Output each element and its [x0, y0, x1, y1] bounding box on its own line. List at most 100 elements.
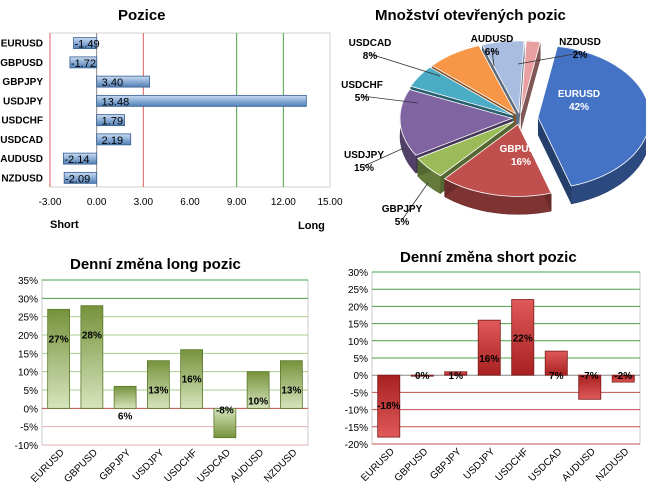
- pie-label-name: AUDUSD: [471, 34, 514, 45]
- pie-label-value: 8%: [363, 51, 378, 62]
- pie-label-name: USDCAD: [349, 38, 392, 49]
- short-ytick-label: -15%: [345, 423, 368, 434]
- long-category-label: USDCAD: [195, 447, 233, 485]
- short-category-label: NZDUSD: [594, 446, 631, 483]
- pozice-bar-nzdusd: [63, 171, 98, 184]
- short-category-label: USDCAD: [527, 446, 565, 484]
- pozice-category-label: USDCHF: [1, 116, 43, 127]
- pie-slice-wall: [518, 40, 525, 131]
- pie-slice-side-nzdusd: [525, 40, 541, 61]
- short-category-label: USDJPY: [462, 446, 498, 482]
- long-bar-usdjpy: [147, 360, 170, 409]
- pie-slice-usdjpy: [399, 88, 514, 156]
- pie-label-name: EURUSD: [558, 89, 600, 100]
- long-ytick-label: 30%: [18, 294, 38, 305]
- pie-slice-wall: [440, 121, 514, 194]
- long-value-label: 27%: [49, 334, 69, 345]
- long-title: Denní změna long pozic: [70, 256, 241, 273]
- pozice-value-label: 13.48: [102, 96, 130, 108]
- long-category-label: GBPJPY: [98, 447, 134, 483]
- long-value-label: 28%: [82, 331, 102, 342]
- pozice-category-label: USDJPY: [3, 96, 43, 107]
- short-value-label: 22%: [513, 334, 533, 345]
- pie-leader-line: [491, 49, 495, 67]
- pie-slice-side-gbpjpy: [417, 157, 441, 195]
- pie-slice-wall: [417, 121, 514, 177]
- short-bar-gbpusd: [410, 374, 434, 377]
- pie-slice-wall: [415, 118, 513, 174]
- pie-slice-wall: [410, 86, 514, 134]
- pie-label-value: 5%: [395, 217, 410, 228]
- pie-slice-side-usdchf: [410, 66, 431, 106]
- pozice-value-label: 2.19: [102, 135, 123, 147]
- pie-slice-wall: [478, 45, 516, 132]
- pozice-value-label: -2.09: [65, 173, 90, 185]
- pie-slice-side-gbpusd: [444, 178, 552, 215]
- pozice-value-label: 3.40: [102, 77, 123, 89]
- pozice-bar-usdchf: [96, 114, 125, 127]
- pie-slice-side-usdcad: [431, 45, 480, 85]
- short-value-label: -7%: [581, 371, 599, 382]
- short-ytick-label: 5%: [354, 354, 369, 365]
- short-ytick-label: 15%: [348, 320, 368, 331]
- short-value-label: 16%: [479, 354, 499, 365]
- pie-slice-side-audusd: [481, 40, 525, 64]
- short-plot-area: [371, 271, 641, 445]
- long-ytick-label: 15%: [18, 349, 38, 360]
- long-category-label: NZDUSD: [262, 447, 299, 484]
- long-value-label: 13%: [148, 386, 168, 397]
- pozice-bar-gbpjpy: [96, 75, 150, 88]
- short-ytick-label: 0%: [354, 371, 369, 382]
- long-bar-audusd: [246, 371, 270, 409]
- pie-slice-wall: [429, 67, 514, 134]
- short-bar-usdjpy: [477, 319, 501, 376]
- pie-label-name: USDJPY: [344, 150, 384, 161]
- pozice-bar-usdjpy: [96, 94, 307, 107]
- pozice-xtick-label: -3.00: [39, 197, 62, 208]
- pie-label-name: GBPUSD: [500, 144, 543, 155]
- short-category-label: USDCHF: [494, 446, 531, 483]
- pozice-category-label: EURUSD: [1, 39, 43, 50]
- short-ytick-label: 30%: [348, 268, 368, 279]
- short-value-label: 1%: [449, 371, 464, 382]
- short-value-label: -2%: [614, 371, 632, 382]
- pozice-value-label: -2.14: [64, 154, 89, 166]
- short-bar-usdchf: [511, 299, 535, 376]
- long-bar-usdcad: [213, 407, 237, 439]
- pozice-xtick-label: 0.00: [87, 197, 107, 208]
- pozice-plot-area: [49, 32, 331, 188]
- short-title: Denní změna short pozic: [400, 249, 577, 266]
- pozice-title: Pozice: [118, 7, 166, 24]
- pie-slice-audusd: [481, 40, 525, 115]
- short-category-label: EURUSD: [359, 446, 397, 484]
- pie-label-value: 6%: [485, 47, 500, 58]
- short-ytick-label: 25%: [348, 285, 368, 296]
- pozice-category-label: GBPJPY: [2, 77, 43, 88]
- pozice-value-label: -1.49: [74, 39, 99, 51]
- short-ytick-label: -10%: [345, 406, 368, 417]
- pozice-bar-eurusd: [73, 37, 98, 50]
- short-value-label: -18%: [377, 401, 400, 412]
- long-plot-area: [41, 279, 309, 446]
- long-value-label: -8%: [216, 405, 234, 416]
- long-ytick-label: 25%: [18, 313, 38, 324]
- pozice-xtick-label: 6.00: [180, 197, 200, 208]
- pie-slice-gbpusd: [443, 123, 552, 197]
- pie-label-name: USDCHF: [341, 80, 383, 91]
- pie-slice-wall: [517, 124, 552, 212]
- short-value-label: 0%: [415, 371, 430, 382]
- pie-slice-wall: [432, 65, 516, 132]
- pozice-value-label: -1.72: [71, 58, 96, 70]
- short-bar-gbpjpy: [444, 371, 468, 376]
- pozice-bar-audusd: [62, 152, 98, 165]
- long-category-label: USDCHF: [163, 447, 200, 484]
- pozice-bar-usdcad: [96, 133, 132, 146]
- pie-slice-wall: [482, 44, 519, 131]
- short-category-label: GBPUSD: [393, 446, 431, 484]
- long-ytick-label: 35%: [18, 276, 38, 287]
- pie-slice-gbpjpy: [417, 120, 515, 177]
- pozice-bar-gbpusd: [69, 56, 98, 69]
- pie-slice-side-usdjpy: [399, 88, 417, 174]
